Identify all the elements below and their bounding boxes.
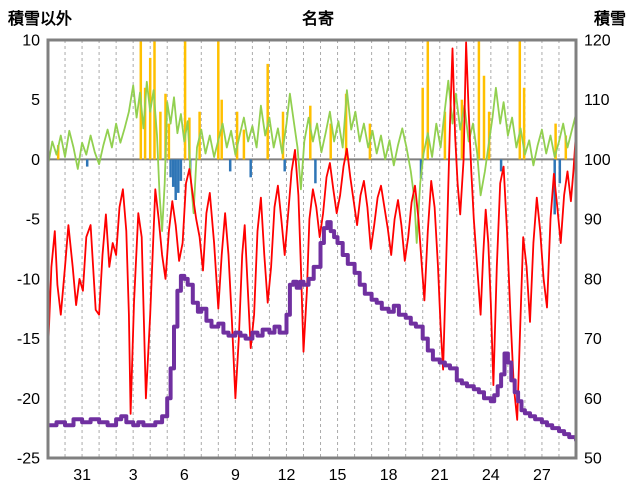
chart-title: 名寄 bbox=[301, 11, 334, 28]
green-line bbox=[48, 79, 576, 244]
x-tick-label: 18 bbox=[380, 467, 398, 484]
y-left-tick-label: 0 bbox=[31, 152, 40, 169]
red-line bbox=[48, 41, 576, 421]
y-right-tick-label: 70 bbox=[584, 331, 602, 348]
y-right-tick-label: 80 bbox=[584, 271, 602, 288]
y-left-tick-label: -10 bbox=[17, 271, 40, 288]
x-tick-label: 24 bbox=[482, 467, 500, 484]
y-left-tick-label: -25 bbox=[17, 451, 40, 468]
left-axis-title: 積雪以外 bbox=[8, 11, 73, 28]
x-tick-label: 21 bbox=[431, 467, 449, 484]
plot-frame bbox=[46, 38, 578, 460]
y-left-tick-label: -15 bbox=[17, 331, 40, 348]
snow-depth-purple-line bbox=[48, 220, 576, 443]
y-right-tick-label: 50 bbox=[584, 451, 602, 468]
y-left-tick-label: -5 bbox=[26, 212, 40, 229]
right-axis-title: 積雪 bbox=[593, 11, 626, 28]
x-tick-label: 3 bbox=[129, 467, 138, 484]
y-right-tick-label: 120 bbox=[584, 33, 611, 50]
x-tick-label: 27 bbox=[533, 467, 551, 484]
y-left-tick-label: 10 bbox=[22, 33, 40, 50]
x-tick-label: 12 bbox=[278, 467, 296, 484]
y-right-tick-label: 110 bbox=[584, 92, 610, 109]
y-right-tick-label: 60 bbox=[584, 391, 602, 408]
x-tick-label: 6 bbox=[180, 467, 189, 484]
x-tick-label: 15 bbox=[329, 467, 347, 484]
y-left-tick-label: 5 bbox=[31, 92, 40, 109]
y-right-tick-label: 100 bbox=[584, 152, 611, 169]
series-group bbox=[48, 40, 576, 443]
x-tick-label: 9 bbox=[231, 467, 240, 484]
y-left-tick-label: -20 bbox=[17, 391, 40, 408]
x-tick-label: 31 bbox=[73, 467, 91, 484]
y-right-tick-label: 90 bbox=[584, 212, 602, 229]
